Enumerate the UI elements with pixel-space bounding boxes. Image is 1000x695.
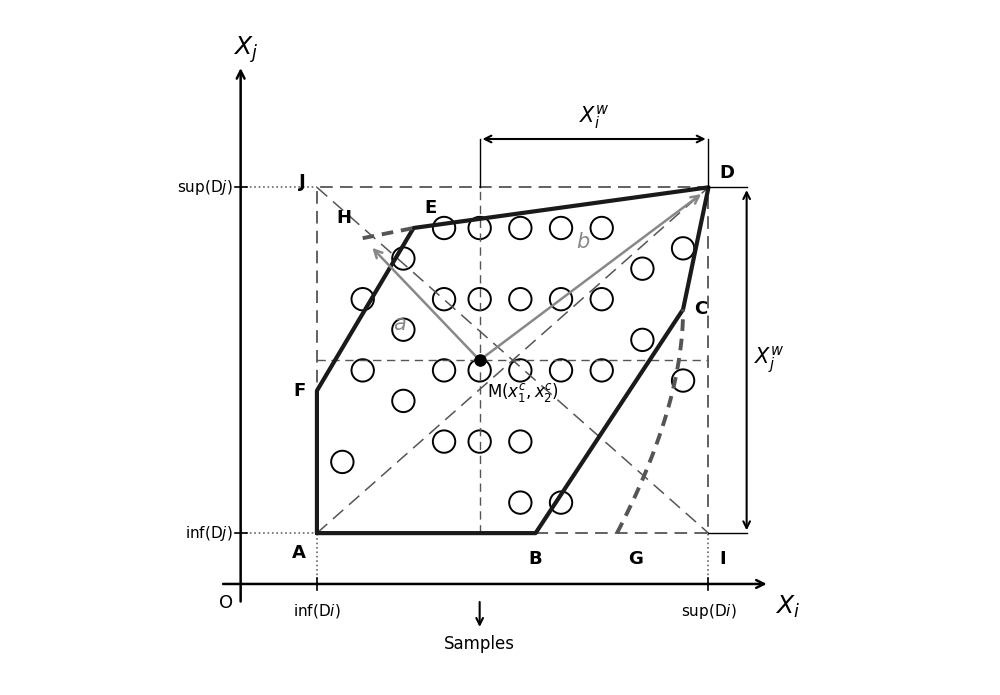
- Text: I: I: [720, 550, 726, 568]
- Text: $X_j$: $X_j$: [233, 35, 258, 65]
- Text: $X_i$: $X_i$: [775, 594, 800, 621]
- Text: M$(x_1^c,x_2^c)$: M$(x_1^c,x_2^c)$: [487, 381, 559, 404]
- Text: inf(D$j$): inf(D$j$): [185, 523, 233, 543]
- Text: $X_i^w$: $X_i^w$: [579, 104, 609, 131]
- Text: D: D: [720, 164, 735, 181]
- Text: G: G: [628, 550, 643, 568]
- Text: J: J: [299, 173, 306, 190]
- Text: $X_j^w$: $X_j^w$: [754, 345, 785, 376]
- Text: E: E: [425, 199, 437, 217]
- Text: b: b: [576, 232, 590, 252]
- Text: C: C: [694, 300, 708, 318]
- Text: sup(D$j$): sup(D$j$): [177, 178, 233, 197]
- Text: O: O: [219, 594, 233, 612]
- Text: A: A: [292, 544, 306, 562]
- Text: Samples: Samples: [444, 635, 515, 653]
- Text: B: B: [529, 550, 542, 568]
- Text: H: H: [337, 209, 352, 227]
- Text: F: F: [293, 382, 306, 400]
- Text: a: a: [393, 313, 406, 334]
- Text: sup(D$i$): sup(D$i$): [681, 602, 736, 621]
- Text: inf(D$i$): inf(D$i$): [293, 602, 341, 620]
